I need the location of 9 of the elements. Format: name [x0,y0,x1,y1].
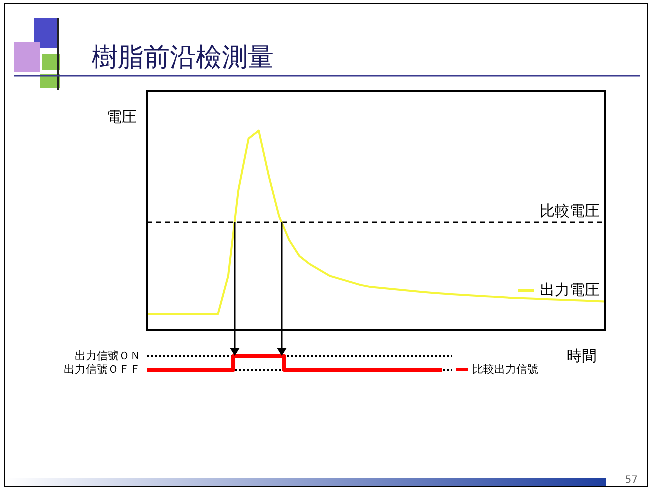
ref-line-label: 比較電圧 [540,202,600,220]
legend-label: 比較出力信號 [472,362,538,376]
legend-label: 出力電圧 [540,281,600,300]
text: 57 [625,475,638,486]
ref-line-label: 出力信號ＯＦＦ [64,362,141,376]
x-axis-title: 時間 [567,346,597,365]
y-axis-title: 電圧 [107,108,137,126]
chart-title: 樹脂前沿檢測量 [92,42,274,75]
ref-line-label: 出力信號ＯＮ [75,349,141,362]
